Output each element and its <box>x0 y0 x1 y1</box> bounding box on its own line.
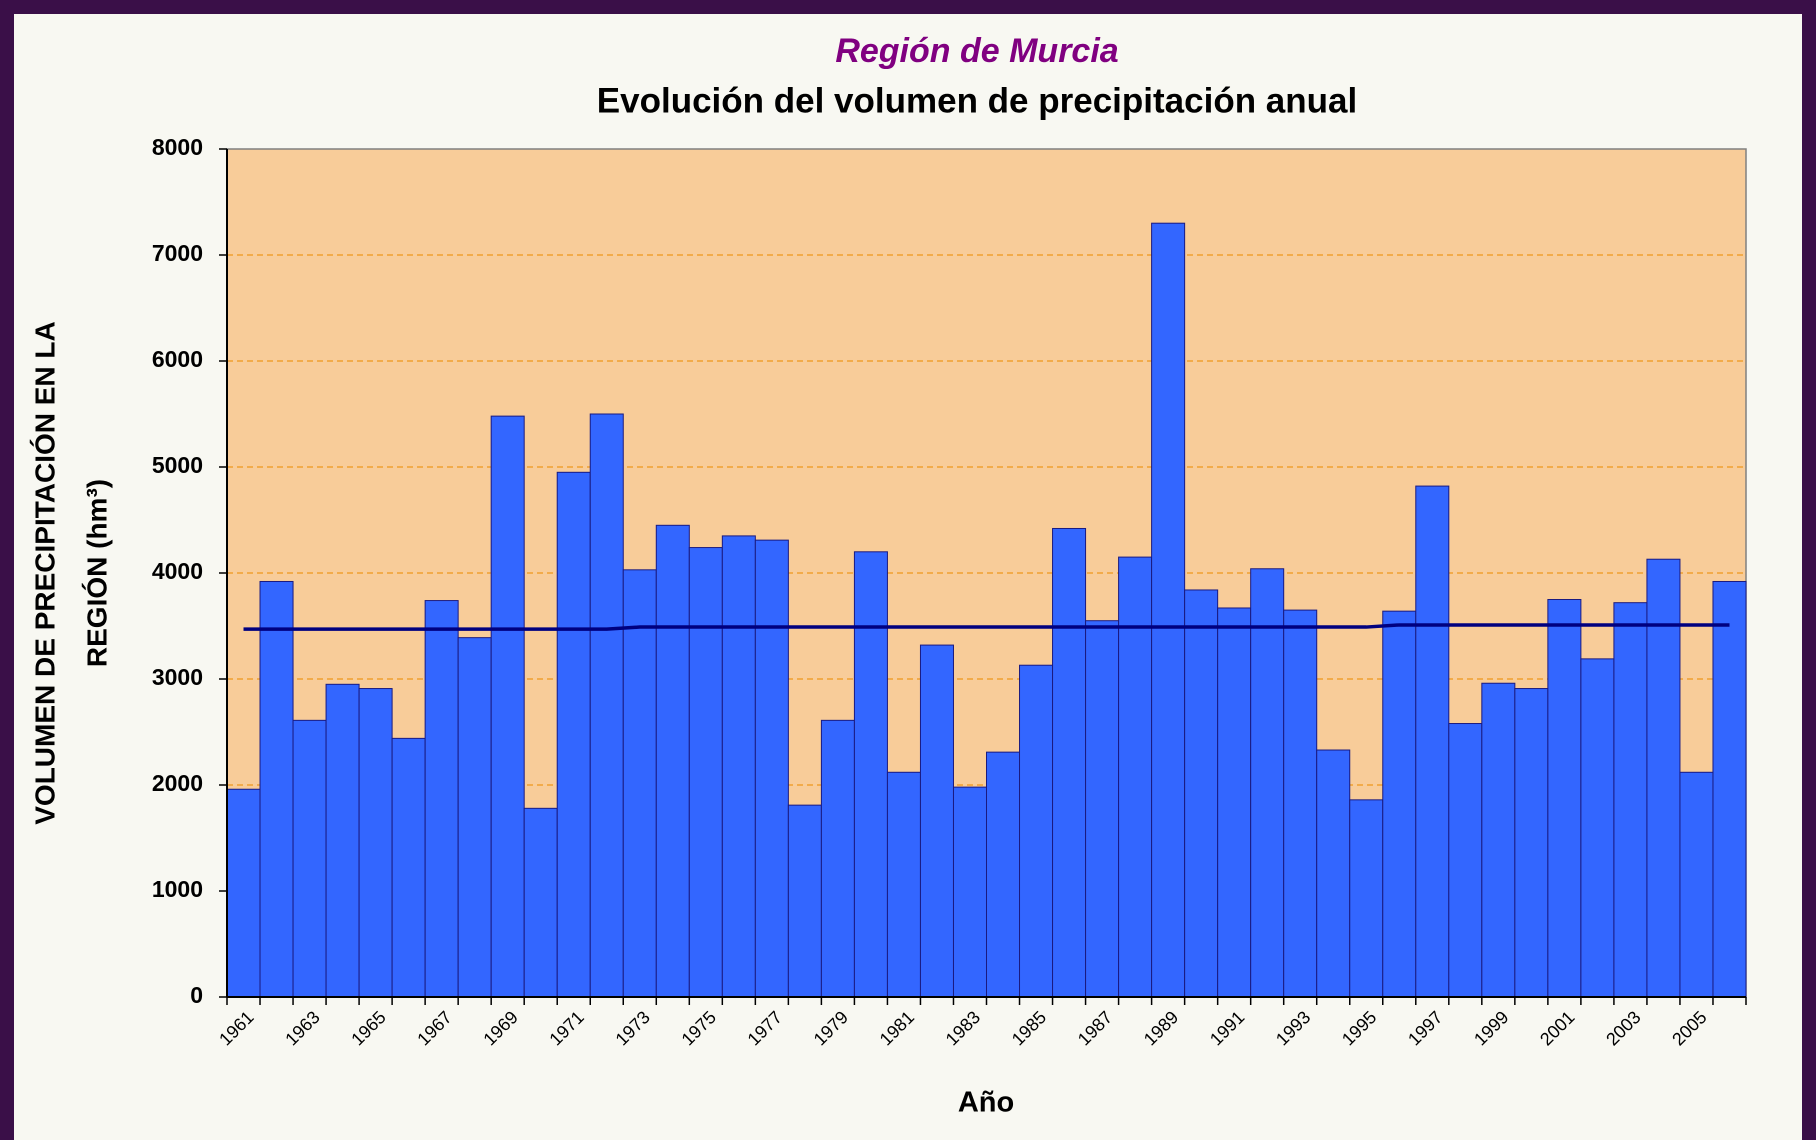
bar <box>1382 610 1417 998</box>
bar <box>1118 556 1153 998</box>
bar <box>655 524 690 998</box>
bar <box>457 637 492 998</box>
bar <box>424 600 459 998</box>
y-tick-label: 4000 <box>152 558 203 584</box>
bar <box>1316 749 1351 998</box>
bar <box>787 804 822 998</box>
bar <box>1514 688 1549 998</box>
bar <box>1481 682 1516 998</box>
bar <box>1547 599 1582 998</box>
bar <box>1019 664 1054 998</box>
bar <box>986 751 1021 998</box>
x-axis-label: Año <box>958 1087 1014 1119</box>
bar <box>1646 558 1681 998</box>
bar <box>523 807 558 998</box>
bar <box>1217 607 1252 998</box>
y-tick-label: 5000 <box>152 452 203 478</box>
bar <box>1349 799 1384 998</box>
chart-title: Región de Murcia <box>835 32 1118 70</box>
y-tick-label: 1000 <box>152 876 203 902</box>
y-tick-label: 7000 <box>152 240 203 266</box>
bar <box>754 539 789 998</box>
bar <box>556 471 591 998</box>
bar <box>1184 589 1219 998</box>
bar <box>820 719 855 998</box>
bar <box>919 644 954 998</box>
bar <box>1250 568 1285 998</box>
bar <box>1415 485 1450 998</box>
bar <box>1712 580 1747 998</box>
bar <box>721 535 756 998</box>
y-tick-label: 8000 <box>152 134 203 160</box>
bar <box>1448 723 1483 998</box>
bar <box>1679 771 1714 998</box>
bar <box>1580 658 1615 998</box>
bar <box>1085 620 1120 998</box>
bar <box>1151 222 1186 998</box>
y-axis-label: REGIÓN (hm³) <box>81 479 112 667</box>
bar <box>325 683 360 998</box>
y-tick-label: 0 <box>190 982 203 1008</box>
bar <box>259 580 294 998</box>
bar <box>886 771 921 998</box>
bar <box>853 551 888 998</box>
chart-subtitle: Evolución del volumen de precipitación a… <box>597 81 1357 120</box>
bar <box>226 788 261 998</box>
bar <box>1283 609 1318 998</box>
bar <box>688 547 723 998</box>
y-tick-label: 6000 <box>152 346 203 372</box>
y-tick-label: 2000 <box>152 770 203 796</box>
bar <box>358 688 393 998</box>
bar <box>490 415 525 998</box>
bar <box>1613 602 1648 998</box>
bar <box>292 719 327 998</box>
y-tick-label: 3000 <box>152 664 203 690</box>
bar <box>391 737 426 998</box>
bar <box>952 786 988 998</box>
trend-line <box>243 623 1730 631</box>
bar <box>589 413 624 998</box>
y-axis-label: VOLUMEN DE PRECIPITACIÓN EN LA <box>29 321 60 825</box>
bar <box>1052 527 1087 998</box>
bar <box>622 569 657 998</box>
